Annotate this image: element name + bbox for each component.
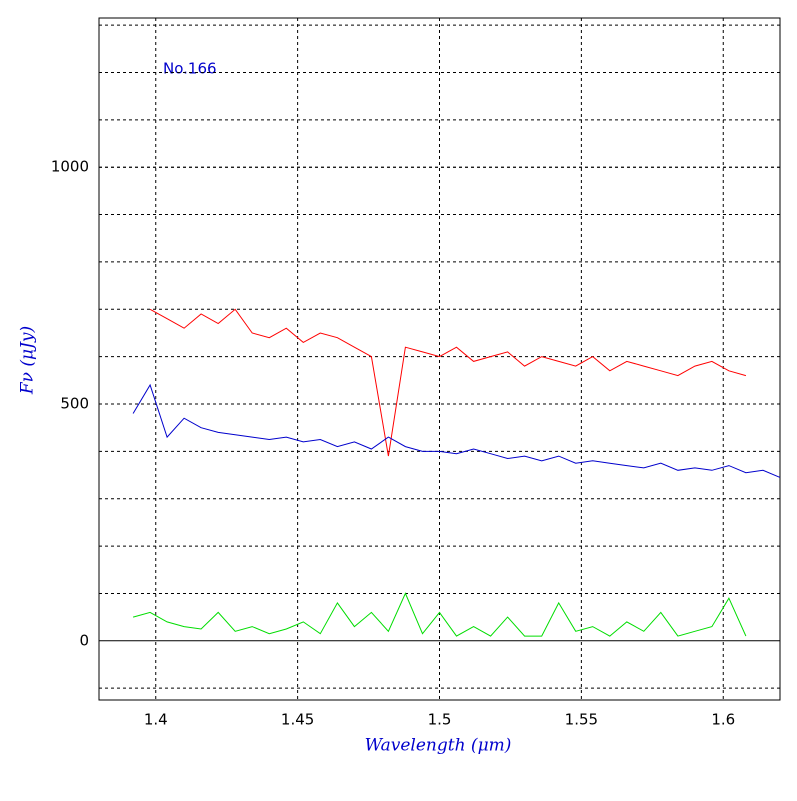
x-tick-label: 1.45	[281, 711, 314, 729]
y-tick-label: 1000	[51, 158, 89, 176]
spectrum-line	[149, 308, 747, 457]
y-tick-label: 0	[79, 631, 89, 649]
y-axis-label: Fν (μJy)	[18, 326, 38, 395]
x-tick-label: 1.5	[428, 711, 452, 729]
x-tick-label: 1.4	[144, 711, 168, 729]
annotation: No.166	[163, 60, 217, 78]
x-tick-label: 1.55	[565, 711, 598, 729]
x-axis-label: Wavelength (μm)	[365, 736, 512, 756]
spectrum-line	[132, 383, 781, 478]
y-tick-label: 500	[60, 394, 89, 412]
spectrum-line	[132, 592, 747, 637]
x-tick-label: 1.6	[711, 711, 735, 729]
